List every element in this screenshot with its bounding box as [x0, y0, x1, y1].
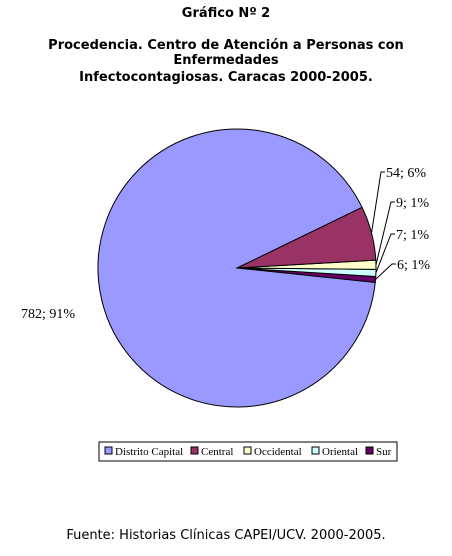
- legend-label-sur: Sur: [376, 446, 392, 458]
- chart-title-line-1: Gráfico Nº 2: [181, 6, 271, 21]
- legend-swatch-sur: [365, 446, 374, 455]
- legend-swatch-central: [190, 446, 199, 455]
- leader-lines: [371, 171, 396, 280]
- legend: Distrito Capital Central Occidental Orienta…: [98, 441, 398, 462]
- data-labels: 782; 91% 54; 6% 9; 1% 7; 1% 6; 1%: [21, 166, 430, 322]
- legend-swatch-occidental: [243, 446, 252, 455]
- leader-line-central: [371, 171, 385, 234]
- data-label-oriental: 7; 1%: [396, 228, 429, 243]
- data-label-sur: 6; 1%: [397, 258, 430, 273]
- data-label-distrito-capital: 782; 91%: [21, 307, 75, 322]
- legend-label-oriental: Oriental: [322, 446, 358, 458]
- legend-label-occidental: Occidental: [254, 446, 302, 458]
- data-label-occidental: 9; 1%: [396, 196, 429, 211]
- pie-slice-distrito-capital: [97, 128, 376, 408]
- legend-swatch-distrito-capital: [104, 446, 113, 455]
- chart-title-line-2: Procedencia. Centro de Atención a Person…: [48, 38, 404, 68]
- chart-title-line-3: Infectocontagiosas. Caracas 2000-2005.: [79, 70, 373, 85]
- legend-swatch-oriental: [311, 446, 320, 455]
- legend-label-distrito-capital: Distrito Capital: [115, 446, 183, 458]
- data-label-central: 54; 6%: [386, 166, 426, 181]
- chart-source-note: Fuente: Historias Clínicas CAPEI/UCV. 20…: [66, 528, 386, 543]
- pie-slices: [97, 128, 377, 408]
- leader-line-oriental: [375, 233, 395, 274]
- leader-line-sur: [375, 263, 396, 280]
- leader-line-occidental: [375, 201, 395, 265]
- legend-label-central: Central: [201, 446, 233, 458]
